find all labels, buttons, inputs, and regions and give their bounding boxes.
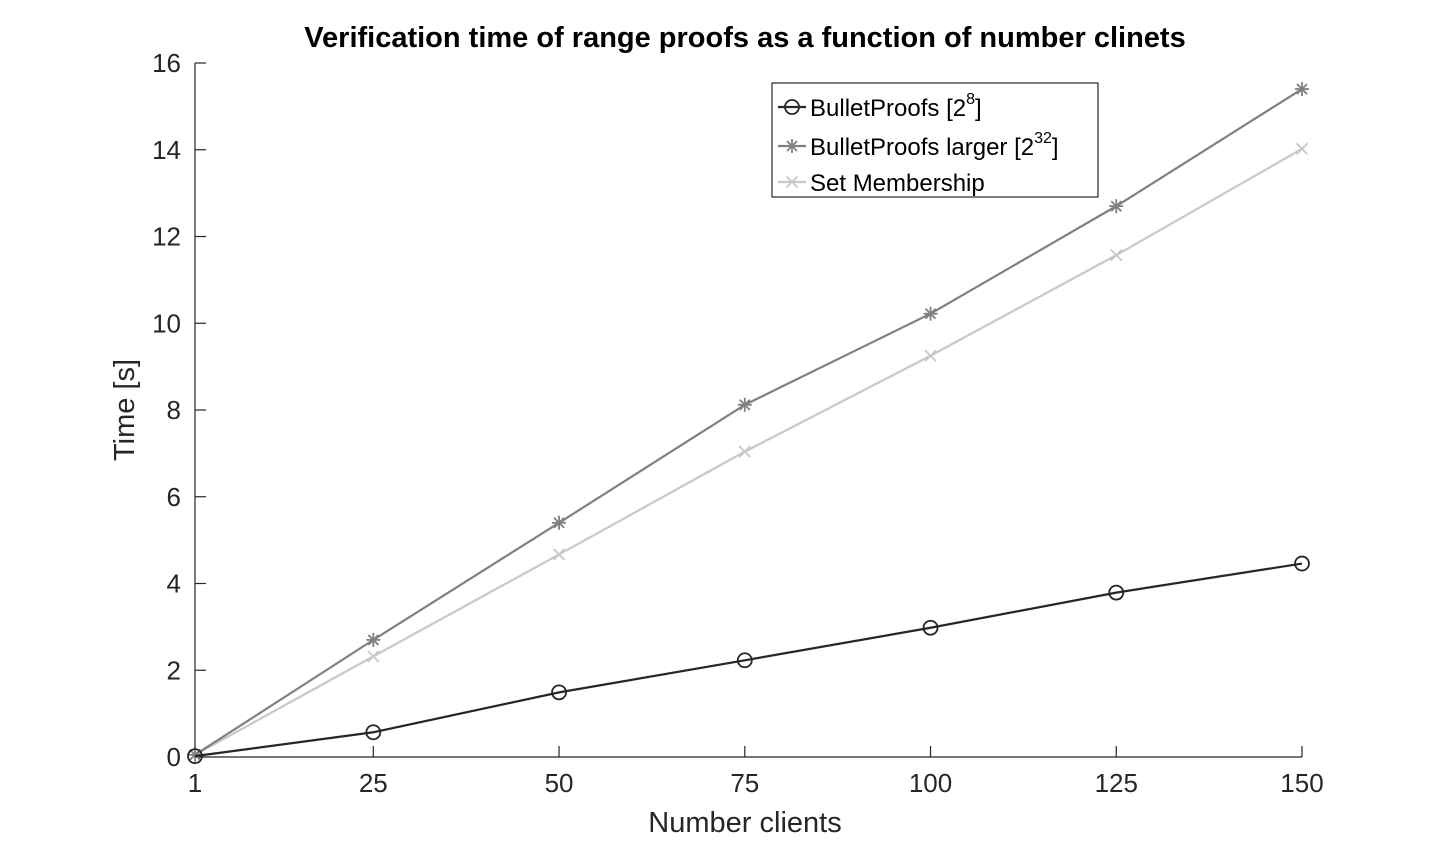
data-point-marker: [738, 445, 751, 458]
data-point-marker: [1109, 199, 1124, 214]
data-point-marker: [1294, 555, 1310, 572]
data-point-marker: [187, 748, 203, 765]
x-tick-label: 100: [909, 768, 952, 798]
legend-entry-2: Set Membership: [778, 170, 985, 197]
y-tick-label: 8: [167, 395, 181, 425]
x-tick-label: 150: [1280, 768, 1323, 798]
legend-box: [771, 82, 1099, 198]
series-line: [194, 562, 1303, 758]
x-axis-label: Number clients: [648, 807, 841, 839]
data-point-marker: [922, 619, 939, 636]
x-tick-label: 125: [1095, 768, 1138, 798]
series-line: [194, 147, 1303, 756]
legend-entry-0: BulletProofs [28]: [778, 91, 982, 122]
y-tick-label: 4: [167, 569, 181, 599]
x-tick-label: 75: [730, 768, 759, 798]
data-point-marker: [737, 397, 752, 412]
data-point-marker: [1295, 82, 1309, 97]
data-point-marker: [1108, 584, 1125, 601]
y-axis-label: Time [s]: [109, 359, 141, 461]
axes: [194, 62, 1303, 758]
data-point-marker: [736, 652, 753, 669]
x-tick-label: 1: [188, 768, 202, 798]
legend-marker: [784, 99, 800, 115]
data-point-marker: [365, 724, 382, 741]
y-tick-label: 10: [152, 308, 181, 338]
legend-label: Set Membership: [810, 170, 985, 197]
data-point-marker: [366, 632, 381, 647]
data-point-marker: [552, 548, 566, 561]
data-point-marker: [924, 349, 937, 362]
data-point-marker: [1295, 142, 1309, 156]
x-tick-label: 25: [359, 768, 388, 798]
legend-marker: [785, 175, 799, 189]
series-2: [188, 142, 1309, 761]
legend-label: BulletProofs [28]: [810, 91, 982, 122]
series-0: [187, 555, 1310, 765]
y-tick-label: 2: [167, 655, 181, 685]
y-tick-label: 16: [152, 48, 181, 78]
data-point-marker: [552, 515, 567, 530]
y-tick-label: 0: [167, 742, 181, 772]
y-tick-label: 14: [152, 135, 181, 165]
y-tick-label: 6: [167, 482, 181, 512]
legend-label: BulletProofs larger [232]: [810, 130, 1059, 161]
data-point-marker: [551, 684, 567, 701]
x-tick-label: 50: [545, 768, 574, 798]
y-tick-label: 12: [152, 222, 181, 252]
legend-marker: [785, 139, 799, 153]
series-layer: [187, 82, 1310, 765]
data-point-marker: [367, 650, 380, 663]
chart-title: Verification time of range proofs as a f…: [304, 22, 1185, 54]
data-point-marker: [188, 747, 202, 762]
legend-entry-1: BulletProofs larger [232]: [778, 130, 1059, 161]
legend: BulletProofs [28] BulletProofs larger [23…: [771, 82, 1099, 198]
series-1: [188, 82, 1309, 762]
data-point-marker: [1110, 249, 1123, 262]
data-point-marker: [923, 306, 938, 321]
